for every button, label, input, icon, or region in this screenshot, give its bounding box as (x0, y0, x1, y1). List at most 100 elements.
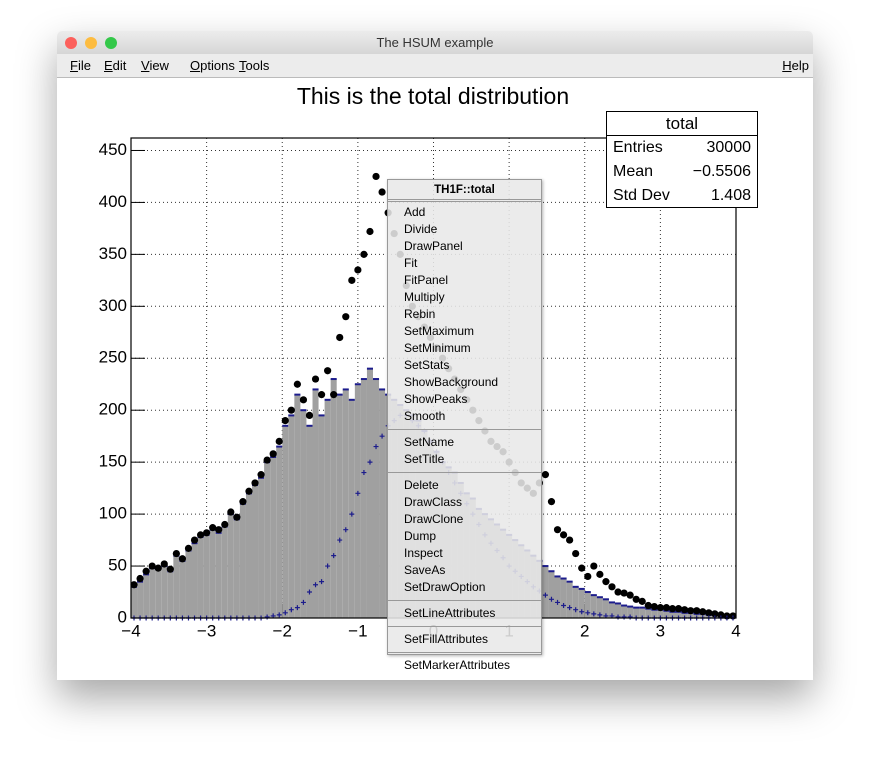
data-point (209, 524, 217, 532)
y-tick-label: 0 (118, 607, 127, 626)
menu-item[interactable]: Fit (404, 256, 418, 270)
menu-item[interactable]: Multiply (404, 290, 445, 304)
x-tick-label: −1 (348, 621, 367, 640)
data-point (354, 266, 362, 274)
menu-item[interactable]: File (70, 58, 91, 73)
zoom-button[interactable] (105, 37, 117, 49)
x-tick-label: −4 (121, 621, 140, 640)
data-point (317, 391, 326, 399)
data-point (578, 564, 586, 572)
menu-item[interactable]: Help (782, 58, 809, 73)
histogram-bar (663, 610, 670, 618)
histogram-bar (675, 611, 682, 618)
histogram-bar (348, 399, 355, 618)
menu-item[interactable]: View (141, 58, 169, 73)
menu-item[interactable]: Dump (404, 529, 437, 543)
data-point (366, 227, 374, 236)
cross-marker (542, 592, 548, 598)
histogram-bar (621, 605, 628, 618)
data-point (590, 562, 598, 570)
menu-item[interactable]: Tools (239, 58, 270, 73)
stats-label: Mean (613, 163, 654, 180)
cross-marker (591, 611, 597, 617)
data-point (596, 570, 604, 578)
histogram-bar (161, 566, 168, 618)
menu-item[interactable]: Edit (104, 58, 127, 73)
histogram-bar (578, 588, 585, 618)
data-point (311, 375, 320, 383)
menu-item[interactable]: DrawPanel (404, 239, 463, 253)
menu-item[interactable]: SetMaximum (404, 324, 475, 338)
menu-item[interactable]: SetFillAttributes (404, 632, 489, 646)
histogram-bar (324, 399, 331, 618)
menu-item[interactable]: DrawClass (404, 495, 463, 509)
histogram-bar (330, 379, 337, 618)
menu-item[interactable]: Delete (404, 478, 439, 492)
close-button[interactable] (65, 37, 77, 49)
menu-item[interactable]: SetName (404, 435, 455, 449)
cross-marker (325, 563, 331, 569)
menu-group: SetName SetTitle (388, 432, 541, 470)
data-point (257, 471, 265, 479)
menu-item[interactable]: Add (404, 205, 426, 219)
cross-marker (373, 444, 379, 450)
menu-item[interactable]: Inspect (404, 546, 443, 560)
menu-item[interactable]: SetDrawOption (404, 580, 486, 594)
cross-marker (548, 596, 554, 602)
y-tick-label: 50 (108, 556, 127, 575)
menu-item[interactable]: Divide (404, 222, 438, 236)
cross-marker (288, 607, 294, 613)
histogram-bar (336, 394, 343, 618)
histogram-bar (354, 384, 361, 618)
y-tick-label: 400 (99, 192, 127, 211)
histogram-bar (276, 446, 283, 618)
minimize-button[interactable] (85, 37, 97, 49)
menu-item[interactable]: ShowPeaks (404, 392, 468, 406)
cross-marker (264, 614, 270, 620)
menu-item[interactable]: DrawClone (404, 512, 464, 526)
histogram-bar (645, 608, 652, 618)
histogram-bar (245, 493, 252, 618)
cross-marker (379, 433, 385, 439)
menu-group: Delete DrawClass DrawClone Dump Inspect SaveA… (388, 475, 541, 598)
menu-item[interactable]: SetLineAttributes (404, 606, 496, 620)
data-point (626, 591, 634, 599)
histogram-bar (548, 571, 555, 618)
histogram-bar (252, 485, 259, 618)
data-point (541, 471, 550, 479)
menu-item[interactable]: SaveAs (404, 563, 446, 577)
cross-marker (306, 589, 312, 595)
menu-item[interactable]: SetTitle (404, 452, 445, 466)
cross-marker (615, 614, 621, 620)
data-point (620, 589, 628, 597)
data-point (148, 562, 156, 570)
data-point (584, 572, 592, 581)
menu-item[interactable]: Rebin (404, 307, 436, 321)
data-point (299, 396, 308, 404)
menu-item[interactable]: SetMarkerAttributes (404, 658, 511, 672)
data-point (650, 602, 658, 611)
menu-item[interactable]: SetMinimum (404, 341, 471, 355)
menu-item[interactable]: SetStats (404, 358, 450, 372)
data-point (668, 605, 677, 613)
histogram-bar (669, 611, 676, 618)
menu-item[interactable]: ShowBackground (404, 375, 499, 389)
menu-item[interactable]: Smooth (404, 409, 446, 423)
histogram-bar (143, 574, 150, 618)
data-point (360, 250, 368, 258)
histogram-bar (379, 389, 386, 618)
window-title: The HSUM example (376, 35, 494, 50)
menu-bar: Help File Edit View Options Tools (57, 54, 813, 78)
histogram-bar (602, 599, 609, 618)
histogram-bar (209, 529, 216, 618)
menu-separator (388, 626, 541, 627)
menu-item[interactable]: Options (190, 58, 235, 73)
x-tick-label: 2 (580, 621, 589, 640)
y-tick-label: 150 (99, 452, 127, 471)
stats-row: Mean −0.5506 (607, 160, 757, 184)
cross-marker (300, 599, 306, 605)
histogram-bar (572, 586, 579, 618)
menu-separator (388, 652, 541, 653)
cross-marker (573, 607, 579, 613)
menu-item[interactable]: FitPanel (404, 273, 449, 287)
